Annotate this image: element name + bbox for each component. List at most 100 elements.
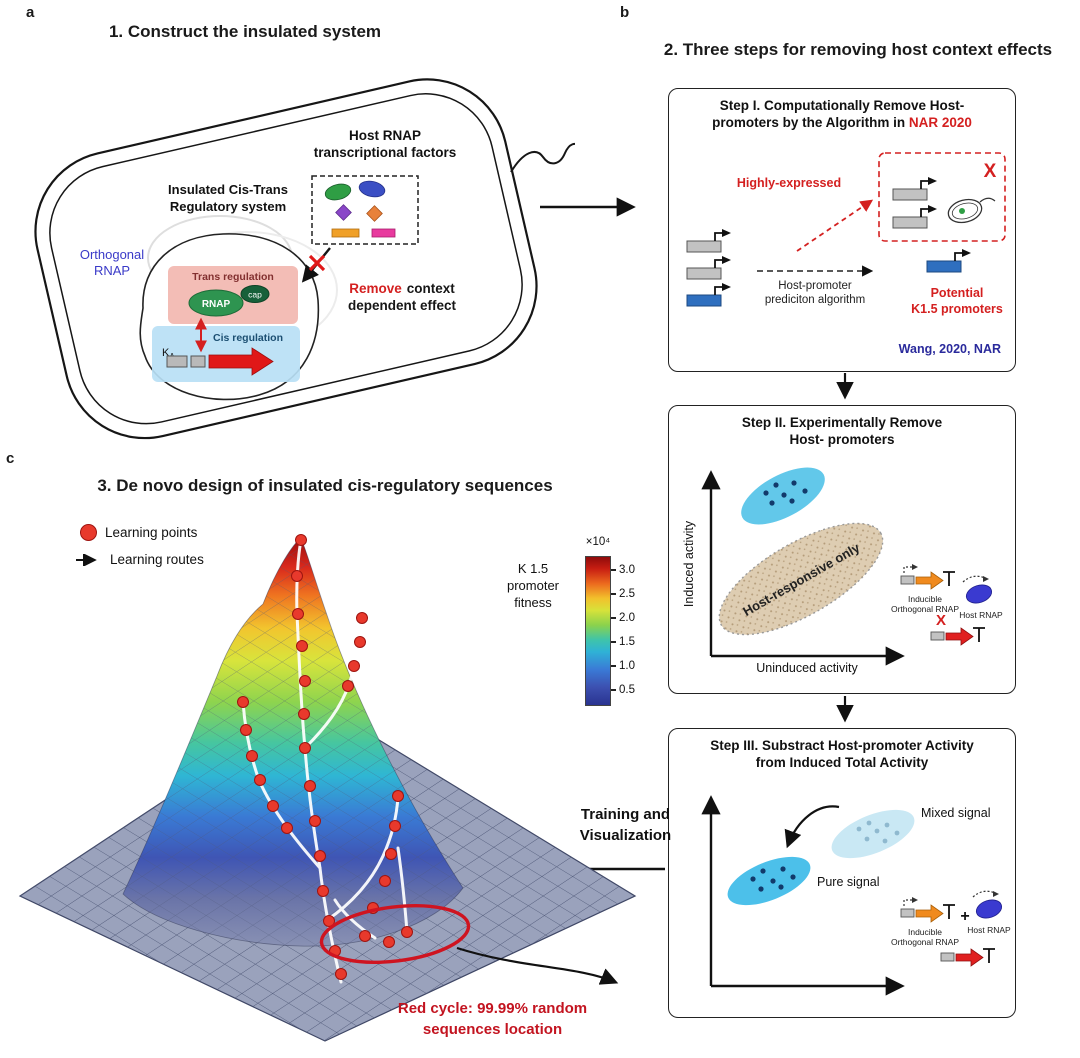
colorbar-tick: 2.0	[611, 611, 657, 625]
highly-expressed-label: Highly-expressed	[737, 176, 841, 190]
host-construct	[930, 627, 986, 646]
transcription-factor-shapes	[324, 180, 396, 238]
cap-shape	[240, 285, 270, 303]
training-line1: Training and	[580, 806, 671, 823]
colorbar-tick: 3.0	[611, 563, 657, 577]
step1-title-highlight: NAR 2020	[908, 115, 972, 130]
step1-title-line2: promoters by the Algorithm in NAR 2020	[712, 115, 972, 130]
fitness-landscape-surface	[18, 534, 637, 1042]
gene-arrow	[208, 347, 274, 376]
step2-x-mark: X	[936, 612, 946, 629]
inducible-label-line2: Orthogonal RNAP	[891, 604, 959, 614]
step2-title-line1: Step II. Experimentally Remove	[741, 415, 943, 430]
colorbar-tick: 2.5	[611, 587, 657, 601]
random-sequences-circle	[319, 904, 471, 964]
colorbar-label-line3: fitness	[514, 595, 552, 610]
cap-label: cap	[248, 290, 262, 300]
legend-learning-points: Learning points	[80, 524, 197, 541]
promoter-box-1	[166, 355, 188, 368]
blocked-x-mark	[308, 254, 326, 272]
step1-x-mark: X	[984, 161, 997, 182]
colorbar-tick: 1.5	[611, 635, 657, 649]
legend-routes-label: Learning routes	[110, 552, 204, 567]
induced-cluster-dots	[763, 480, 808, 506]
panel-a-title: 1. Construct the insulated system	[108, 22, 382, 41]
insulated-label-line1: Insulated Cis-Trans	[168, 182, 288, 197]
remove-context-line1: Remove context	[349, 281, 455, 296]
host-construct	[940, 948, 996, 967]
step2-graphics: Induced activity Uninduced activity Host…	[682, 467, 1003, 675]
step3-title-line2: from Induced Total Activity	[755, 755, 929, 770]
a-to-b-arrow	[540, 197, 636, 217]
step1-to-step2-arrow	[836, 373, 854, 400]
learning-point-swatch	[80, 524, 97, 541]
mixed-signal-label: Mixed signal	[921, 806, 990, 820]
step3-box: Step III. Substract Host-promoter Activi…	[668, 728, 1016, 1018]
inducible-construct	[900, 897, 956, 923]
panel-b-title: 2. Three steps for removing host context…	[663, 40, 1053, 59]
host-rnap-blob	[972, 890, 1005, 922]
plus-sign: +	[960, 908, 969, 925]
removed-promoter-2	[892, 204, 938, 229]
step1-box: Step I. Computationally Remove Host- pro…	[668, 88, 1016, 372]
potential-label-line2: K1.5 promoters	[911, 302, 1003, 316]
flagellum	[510, 142, 575, 173]
host-tf-label-line1: Host RNAP	[349, 128, 421, 143]
inducible-label-line1: Inducible	[908, 927, 942, 937]
step2-box: Step II. Experimentally Remove Host- pro…	[668, 405, 1016, 694]
x-axis-label: Uninduced activity	[756, 661, 858, 675]
pure-signal-dots	[750, 866, 796, 892]
colorbar-label: K 1.5 promoter fitness	[487, 560, 579, 611]
annotation-arrow	[456, 946, 619, 985]
rnap-shape	[188, 289, 244, 317]
step3-title-line1: Step III. Substract Host-promoter Activi…	[710, 738, 974, 753]
training-visualization-label: Training and Visualization	[538, 804, 713, 846]
panel-c-title: 3. De novo design of insulated cis-regul…	[97, 476, 553, 495]
host-rnap-blob	[962, 575, 995, 607]
host-responsive-cluster: Host-responsive only	[718, 522, 884, 636]
panel-a-label: a	[26, 4, 35, 21]
subtract-arrow	[784, 805, 840, 849]
cell-outline	[34, 78, 538, 440]
colorbar	[585, 556, 611, 706]
step2-title: Step II. Experimentally Remove Host- pro…	[673, 414, 1011, 448]
panel-c-label: c	[6, 450, 15, 467]
step2-to-step3-arrow	[836, 696, 854, 723]
red-cycle-annotation: Red cycle: 99.99% random sequences locat…	[320, 998, 665, 1040]
rnap-label: RNAP	[202, 299, 231, 310]
colorbar-label-line2: promoter	[506, 578, 560, 593]
orthogonal-label-line1: Orthogonal	[80, 247, 144, 262]
step1-title: Step I. Computationally Remove Host- pro…	[673, 97, 1011, 131]
route-arrow-swatch	[76, 553, 97, 566]
legend-learning-routes: Learning routes	[74, 552, 204, 567]
remove-context-line2: dependent effect	[348, 298, 457, 313]
cell-diagram: Trans regulation RNAP cap Cis regulation…	[34, 78, 575, 440]
pure-signal-cluster	[727, 856, 811, 906]
citation-label: Wang, 2020, NAR	[899, 342, 1001, 356]
k15-promoter-icon	[926, 248, 972, 273]
algorithm-label-line1: Host-promoter	[778, 280, 852, 292]
potential-label-line1: Potential	[931, 286, 984, 300]
colorbar-tick: 0.5	[611, 683, 657, 697]
mixed-signal-dots	[856, 820, 900, 844]
orthogonal-label-line2: RNAP	[94, 263, 130, 278]
y-axis-label: Induced activity	[682, 520, 696, 607]
highly-expressed-arrow	[796, 199, 874, 252]
cell-icon	[947, 197, 996, 224]
colorbar-tick: 1.0	[611, 659, 657, 673]
inducible-label-line2: Orthogonal RNAP	[891, 937, 959, 947]
host-rnap-label: Host RNAP	[967, 925, 1011, 935]
removed-promoters-dashed-box	[878, 152, 1006, 242]
step3-title: Step III. Substract Host-promoter Activi…	[673, 737, 1011, 771]
host-rnap-label: Host RNAP	[959, 610, 1003, 620]
learning-points	[237, 534, 413, 980]
fitness-peak	[122, 537, 464, 947]
mixed-signal-cluster	[831, 809, 915, 859]
cis-regulation-label: Cis regulation	[213, 332, 283, 344]
step3-graphics: Mixed signal Pure signal Inducible Ortho…	[701, 795, 1011, 996]
panel-b-label: b	[620, 4, 630, 21]
host-promoter-stack	[686, 228, 732, 307]
annotation-line1: Red cycle: 99.99% random	[397, 1000, 588, 1017]
annotation-line2: sequences location	[422, 1021, 563, 1038]
